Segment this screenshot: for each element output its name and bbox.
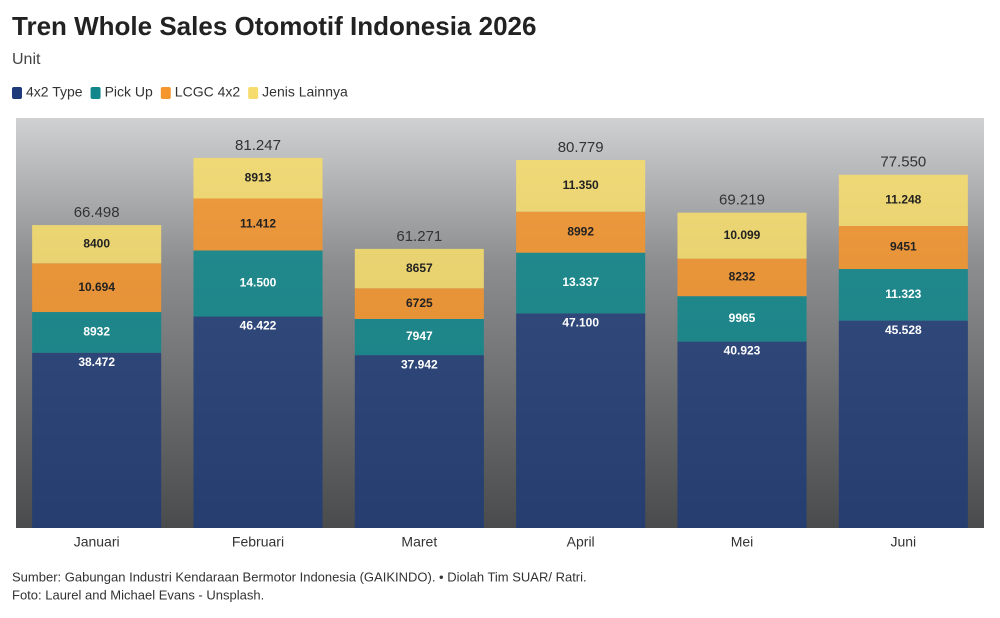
bar-segment [193, 250, 323, 317]
x-tick-label: Januari [74, 534, 120, 550]
total-label: 66.498 [74, 204, 120, 221]
total-label: 69.219 [719, 192, 765, 209]
data-label: 13.337 [562, 275, 599, 289]
data-label: 9451 [890, 240, 917, 254]
bar-segment [354, 248, 484, 289]
bar-segment [677, 212, 807, 259]
bar-segment [32, 225, 162, 264]
x-tick-label: Februari [232, 534, 284, 550]
data-label: 9965 [729, 311, 756, 325]
data-label: 45.528 [885, 323, 922, 337]
plot-background [16, 118, 984, 528]
data-label: 8913 [245, 170, 272, 184]
legend-swatch [90, 87, 101, 99]
data-label: 11.248 [885, 193, 921, 207]
legend-swatch [248, 87, 259, 99]
bar-segment [516, 313, 646, 528]
legend-label: Pick Up [105, 84, 153, 100]
bar-segment [838, 174, 968, 226]
bar-segment [32, 312, 162, 353]
data-label: 38.472 [78, 355, 115, 369]
bar-segment [354, 355, 484, 528]
x-tick-label: Mei [731, 534, 754, 550]
data-label: 8657 [406, 261, 433, 275]
data-label: 10.694 [78, 280, 115, 294]
data-label: 7947 [406, 329, 433, 343]
chart-title: Tren Whole Sales Otomotif Indonesia 2026 [12, 11, 536, 41]
bar-segment [354, 318, 484, 356]
bar-segment [838, 269, 968, 321]
data-label: 8232 [729, 270, 756, 284]
data-label: 8400 [83, 236, 110, 250]
total-label: 80.779 [558, 139, 604, 156]
bar-segment [516, 252, 646, 314]
chart-subtitle: Unit [12, 51, 41, 68]
bar-segment [838, 225, 968, 270]
data-label: 6725 [406, 296, 433, 310]
data-label: 10.099 [724, 228, 761, 242]
bar-segment [354, 288, 484, 319]
data-label: 8992 [567, 224, 594, 238]
source-text: Foto: Laurel and Michael Evans - Unsplas… [12, 587, 264, 602]
x-tick-label: Maret [401, 534, 437, 550]
data-label: 40.923 [724, 344, 761, 358]
bar-segment [193, 157, 323, 199]
data-label: 8932 [83, 325, 110, 339]
data-label: 11.412 [240, 217, 276, 231]
data-label: 37.942 [401, 357, 438, 371]
data-label: 11.323 [885, 287, 921, 301]
bar-segment [516, 211, 646, 253]
bar-segment [32, 263, 162, 313]
x-tick-label: Juni [890, 534, 916, 550]
source-text: Sumber: Gabungan Industri Kendaraan Berm… [12, 569, 587, 584]
total-label: 77.550 [880, 154, 926, 171]
bar-segment [516, 160, 646, 212]
x-tick-label: April [567, 534, 595, 550]
bar-segment [677, 296, 807, 342]
bar-segment [193, 198, 323, 251]
bar-segment [193, 316, 323, 528]
bar-segment [677, 258, 807, 297]
data-label: 11.350 [563, 178, 599, 192]
total-label: 81.247 [235, 137, 281, 154]
legend-label: Jenis Lainnya [262, 84, 348, 100]
legend-label: 4x2 Type [26, 84, 83, 100]
bar-segment [677, 341, 807, 528]
legend-swatch [160, 87, 171, 99]
bar-segment [838, 320, 968, 528]
data-label: 46.422 [240, 319, 277, 333]
legend-label: LCGC 4x2 [175, 84, 241, 100]
bar-segment [32, 352, 162, 528]
total-label: 61.271 [396, 228, 442, 245]
data-label: 14.500 [240, 276, 277, 290]
legend-swatch [12, 87, 22, 99]
data-label: 47.100 [562, 316, 599, 330]
